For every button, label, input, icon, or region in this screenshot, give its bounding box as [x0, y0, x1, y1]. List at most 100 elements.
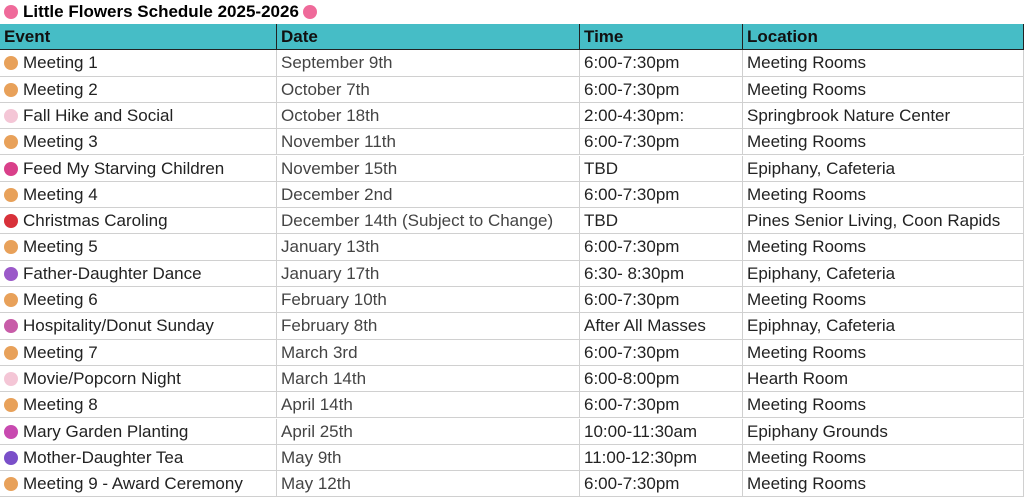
date-cell-text: March 3rd [281, 342, 358, 362]
date-cell: December 2nd [277, 181, 580, 209]
event-cell: Feed My Starving Children [0, 155, 277, 182]
location-cell: Epiphnay, Cafeteria [743, 313, 1024, 340]
event-icon [4, 477, 18, 492]
event-cell-text: Meeting 1 [23, 53, 98, 73]
date-cell: September 9th [277, 50, 580, 77]
time-cell: 6:00-7:30pm [580, 76, 743, 103]
date-cell: November 11th [277, 129, 580, 156]
location-cell: Epiphany, Cafeteria [743, 260, 1024, 287]
time-cell-text: 6:00-7:30pm [584, 79, 680, 99]
time-cell: 6:00-7:30pm [580, 339, 743, 366]
time-cell: 6:00-8:00pm [580, 365, 743, 393]
event-cell: Meeting 5 [0, 234, 277, 261]
event-cell: Christmas Caroling [0, 208, 277, 235]
event-icon [4, 371, 18, 386]
location-cell: Meeting Rooms [743, 339, 1024, 366]
event-icon [4, 240, 18, 255]
time-cell-text: 6:00-7:30pm [584, 132, 680, 152]
date-cell: April 14th [277, 392, 580, 419]
location-cell: Meeting Rooms [743, 392, 1024, 419]
event-cell: Mother-Daughter Tea [0, 444, 277, 472]
event-icon [4, 319, 18, 334]
location-cell-text: Springbrook Nature Center [747, 105, 951, 125]
location-cell: Meeting Rooms [743, 181, 1024, 209]
time-cell-text: 6:00-7:30pm [584, 184, 680, 204]
event-cell-text: Movie/Popcorn Night [23, 368, 181, 388]
event-icon [4, 82, 18, 97]
event-cell-text: Mother-Daughter Tea [23, 447, 184, 467]
date-cell: January 17th [277, 260, 580, 287]
date-cell: March 14th [277, 365, 580, 393]
time-cell-text: TBD [584, 158, 618, 178]
date-cell-text: October 18th [281, 105, 380, 125]
event-cell-text: Meeting 8 [23, 395, 98, 415]
event-cell: Meeting 4 [0, 181, 277, 209]
date-cell-text: January 13th [281, 237, 380, 257]
date-cell-text: April 25th [281, 421, 353, 441]
event-icon [4, 345, 18, 360]
date-cell: November 15th [277, 155, 580, 182]
column-header: Time [580, 24, 743, 51]
time-cell: 6:00-7:30pm [580, 287, 743, 314]
date-cell: January 13th [277, 234, 580, 261]
column-header: Date [277, 24, 580, 51]
location-cell-text: Meeting Rooms [747, 290, 867, 309]
date-cell: February 10th [277, 287, 580, 314]
event-icon [4, 135, 18, 150]
location-cell-text: Meeting Rooms [747, 474, 867, 494]
location-cell-text: Meeting Rooms [747, 79, 867, 99]
date-cell-text: September 9th [281, 53, 393, 73]
location-cell-text: Meeting Rooms [747, 237, 867, 257]
location-cell: Meeting Rooms [743, 287, 1024, 314]
event-cell-text: Feed My Starving Children [23, 158, 225, 178]
location-cell: Meeting Rooms [743, 444, 1024, 472]
event-cell: Fall Hike and Social [0, 102, 277, 130]
location-cell: Meeting Rooms [743, 234, 1024, 261]
time-cell-text: TBD [584, 211, 618, 231]
time-cell-text: 2:00-4:30pm: [584, 105, 685, 125]
event-icon [4, 424, 18, 439]
event-icon [4, 56, 18, 71]
time-cell: 6:00-7:30pm [580, 234, 743, 261]
location-cell: Pines Senior Living, Coon Rapids [743, 208, 1024, 235]
event-cell: Meeting 8 [0, 392, 277, 419]
event-cell: Meeting 6 [0, 287, 277, 314]
sheet-title: Little Flowers Schedule 2025-2026 [23, 2, 299, 21]
flower-icon [302, 5, 317, 19]
time-cell-text: 6:00-7:30pm [584, 237, 680, 257]
event-icon [4, 187, 18, 202]
location-cell: Springbrook Nature Center [743, 102, 1024, 130]
location-cell-text: Meeting Rooms [747, 53, 867, 73]
event-cell-text: Meeting 7 [23, 342, 98, 362]
date-cell-text: December 14th (Subject to Change) [281, 211, 554, 231]
event-icon [4, 293, 18, 307]
location-cell-text: Hearth Room [747, 368, 849, 388]
location-cell-text: Meeting Rooms [747, 184, 867, 204]
date-cell: February 8th [277, 313, 580, 340]
event-icon [4, 450, 18, 465]
event-cell: Hospitality/Donut Sunday [0, 313, 277, 340]
location-cell-text: Meeting Rooms [747, 342, 867, 362]
time-cell-text: 6:00-7:30pm [584, 342, 680, 362]
date-cell-text: May 9th [281, 447, 342, 467]
event-icon [4, 266, 18, 281]
event-cell-text: Meeting 4 [23, 184, 98, 204]
event-icon [4, 161, 18, 176]
sheet-title-row: Little Flowers Schedule 2025-2026 [0, 0, 322, 24]
location-cell: Meeting Rooms [743, 129, 1024, 156]
location-cell: Meeting Rooms [743, 76, 1024, 103]
date-cell: March 3rd [277, 339, 580, 366]
date-cell-text: October 7th [281, 79, 370, 99]
event-cell-text: Fall Hike and Social [23, 105, 174, 125]
time-cell-text: 6:30- 8:30pm [584, 263, 685, 283]
location-cell-text: Epiphany Grounds [747, 421, 888, 441]
time-cell: 10:00-11:30am [580, 418, 743, 445]
location-cell-text: Epiphany, Cafeteria [747, 263, 896, 283]
event-cell: Meeting 7 [0, 339, 277, 366]
location-cell-text: Meeting Rooms [747, 132, 867, 152]
column-header: Event [0, 24, 277, 51]
date-cell-text: November 15th [281, 158, 398, 178]
column-header-text: Event [4, 27, 51, 46]
date-cell: October 7th [277, 76, 580, 103]
column-header: Location [743, 24, 1024, 51]
